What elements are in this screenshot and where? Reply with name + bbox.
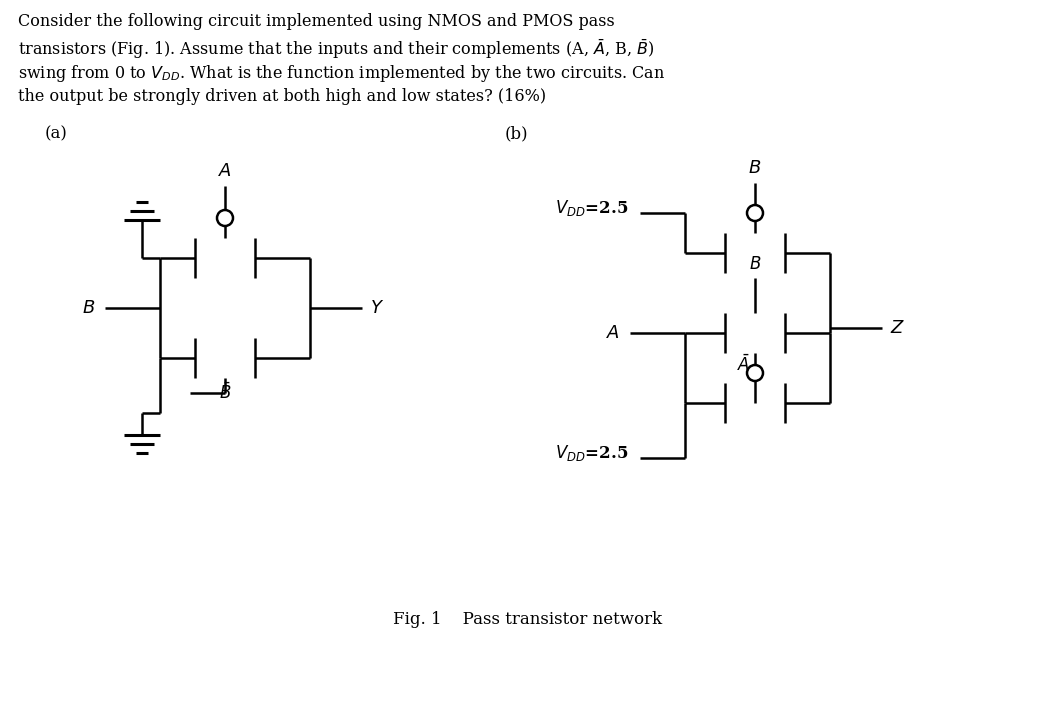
Text: Consider the following circuit implemented using NMOS and PMOS pass: Consider the following circuit implement… <box>18 13 615 30</box>
Text: $A$: $A$ <box>606 324 620 342</box>
Text: $\mathit{A}$: $\mathit{A}$ <box>218 162 232 180</box>
Text: $B$: $B$ <box>81 299 95 317</box>
Circle shape <box>747 205 763 221</box>
Text: $B$: $B$ <box>749 256 761 273</box>
Text: Fig. 1    Pass transistor network: Fig. 1 Pass transistor network <box>394 611 662 628</box>
Text: $\bar{A}$: $\bar{A}$ <box>737 355 750 375</box>
Circle shape <box>747 365 763 381</box>
Text: (b): (b) <box>505 125 529 142</box>
Text: $B$: $B$ <box>749 159 761 177</box>
Text: $\mathit{V}_{DD}$=2.5: $\mathit{V}_{DD}$=2.5 <box>555 443 628 463</box>
Circle shape <box>216 210 233 226</box>
Text: swing from 0 to $\mathit{V}_{DD}$. What is the function implemented by the two c: swing from 0 to $\mathit{V}_{DD}$. What … <box>18 63 665 84</box>
Text: $\bar{B}$: $\bar{B}$ <box>219 383 231 404</box>
Text: $Y$: $Y$ <box>370 299 384 317</box>
Text: transistors (Fig. 1). Assume that the inputs and their complements (A, $\bar{A}$: transistors (Fig. 1). Assume that the in… <box>18 38 655 61</box>
Text: the output be strongly driven at both high and low states? (16%): the output be strongly driven at both hi… <box>18 88 546 105</box>
Text: $\mathit{V}_{DD}$=2.5: $\mathit{V}_{DD}$=2.5 <box>555 198 628 218</box>
Text: $Z$: $Z$ <box>890 319 905 337</box>
Text: (a): (a) <box>45 125 68 142</box>
